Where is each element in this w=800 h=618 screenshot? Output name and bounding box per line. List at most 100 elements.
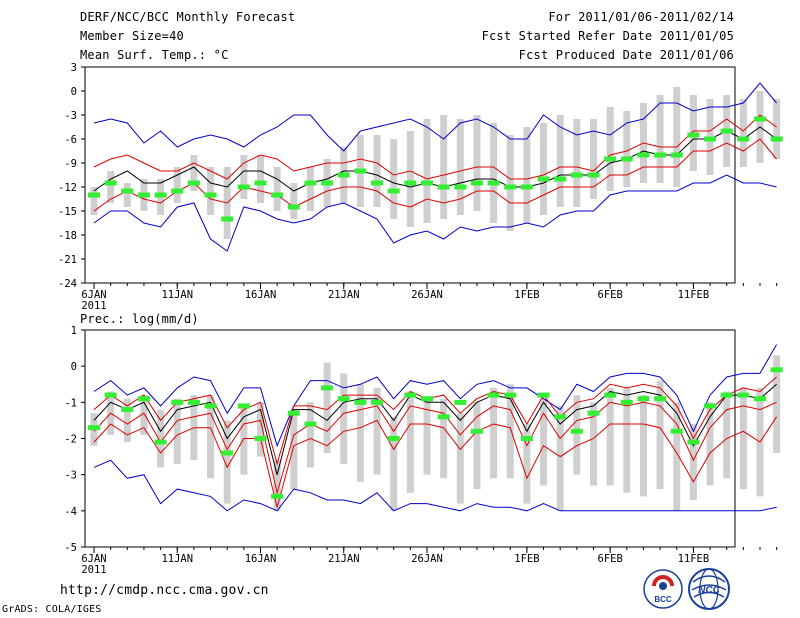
temperature-ytick-label: -24 (58, 278, 77, 290)
precipitation-obs-marker (720, 392, 733, 398)
precipitation-xtick-label: 21JAN (328, 553, 360, 565)
temperature-ytick-label: -21 (58, 254, 77, 266)
temperature-obs-marker (637, 152, 650, 158)
precipitation-obs-marker (454, 399, 467, 405)
precipitation-spread-bar (390, 416, 398, 511)
temperature-ytick-label: 0 (71, 86, 77, 98)
temperature-spread-bar (306, 167, 314, 211)
temperature-obs-marker (620, 156, 633, 162)
precipitation-xtick-year-label: 2011 (81, 564, 106, 576)
precipitation-spread-bar (123, 398, 131, 443)
temperature-spread-bar (540, 123, 548, 215)
temperature-obs-marker (271, 192, 284, 198)
precipitation-obs-marker (304, 421, 317, 427)
fcst-produced-date: Fcst Produced Date 2011/01/06 (518, 48, 734, 62)
temperature-obs-marker (587, 172, 600, 178)
temperature-xtick-year-label: 2011 (81, 300, 106, 312)
temperature-obs-marker (104, 180, 117, 186)
precipitation-obs-marker (337, 396, 350, 402)
variable-label-precipitation: Prec.: log(mm/d) (80, 312, 199, 326)
temperature-obs-marker (371, 180, 384, 186)
precipitation-spread-bar (273, 460, 281, 511)
temperature-obs-marker (437, 184, 450, 190)
precipitation-spread-bar (656, 380, 664, 490)
temperature-spread-bar (190, 155, 198, 191)
precipitation-spread-bar (706, 402, 714, 486)
precipitation-spread-bar (323, 362, 331, 453)
precipitation-obs-marker (387, 436, 400, 441)
temperature-xtick-label: 6FEB (598, 289, 623, 301)
precipitation-spread-bar (406, 391, 414, 493)
forecast-range: For 2011/01/06-2011/02/14 (548, 10, 734, 24)
temperature-obs-marker (204, 192, 217, 198)
temperature-series-max-line (93, 82, 777, 152)
temperature-obs-marker (321, 180, 334, 186)
ncc-logo: NCC (688, 568, 730, 610)
temperature-spread-bar (590, 119, 597, 199)
temperature-obs-marker (470, 180, 483, 186)
precipitation-spread-bar (523, 424, 531, 504)
temperature-obs-marker (171, 188, 184, 194)
temperature-xtick-label: 26JAN (411, 289, 443, 301)
precipitation-xtick-label: 11JAN (161, 553, 193, 565)
precipitation-obs-marker (487, 392, 500, 398)
precipitation-ytick-label: -1 (64, 397, 77, 409)
temperature-spread-bar (90, 187, 98, 215)
bcc-logo-text: BCC (654, 595, 672, 604)
temperature-spread-bar (207, 167, 215, 215)
temperature-spread-bar (390, 139, 398, 219)
temperature-spread-bar (290, 183, 298, 219)
temperature-spread-bar (739, 99, 747, 167)
precipitation-spread-bar (723, 391, 731, 479)
temperature-xtick-label: 1FEB (514, 289, 539, 301)
precipitation-spread-bar (506, 384, 514, 479)
precipitation-obs-marker (321, 385, 334, 391)
temperature-obs-marker (720, 128, 733, 134)
precipitation-obs-marker (137, 396, 150, 402)
precipitation-ytick-label: -2 (64, 434, 77, 446)
temperature-ytick-label: -3 (64, 110, 77, 122)
source-url[interactable]: http://cmdp.ncc.cma.gov.cn (60, 583, 269, 598)
precipitation-obs-marker (654, 396, 667, 402)
precipitation-obs-marker (287, 410, 300, 416)
precipitation-xtick-label: 6FEB (598, 553, 623, 565)
precipitation-spread-bar (673, 402, 681, 511)
precipitation-spread-bar (157, 409, 165, 468)
precipitation-spread-bar (490, 387, 498, 479)
temperature-obs-marker (121, 188, 134, 194)
temperature-spread-bar (573, 119, 581, 207)
precipitation-obs-marker (470, 428, 483, 434)
temperature-spread-bar (606, 107, 614, 191)
precipitation-spread-bar (223, 420, 231, 504)
precipitation-obs-marker (620, 399, 633, 405)
precipitation-spread-bar (623, 387, 631, 493)
temperature-spread-bar (257, 155, 264, 203)
temperature-series-min-line (93, 174, 777, 252)
temperature-xtick-label: 11JAN (161, 289, 193, 301)
temperature-obs-marker (754, 116, 766, 122)
precipitation-series-max-line (93, 344, 778, 448)
temperature-obs-marker (187, 180, 200, 186)
precipitation-spread-bar (689, 424, 697, 500)
temperature-obs-marker (604, 156, 617, 162)
temperature-xtick-label: 11FEB (678, 289, 710, 301)
precipitation-ytick-label: 1 (71, 325, 77, 337)
precipitation-xtick-label: 26JAN (411, 553, 443, 565)
precipitation-spread-bar (340, 373, 348, 464)
precipitation-obs-marker (204, 403, 217, 409)
precipitation-spread-bar (356, 384, 364, 482)
member-size: Member Size=40 (80, 29, 184, 43)
precipitation-obs-marker (587, 410, 600, 416)
precipitation-obs-marker (520, 436, 533, 441)
temperature-obs-marker (537, 176, 550, 182)
precipitation-obs-marker (737, 392, 750, 398)
precipitation-series-lower-line (93, 401, 777, 495)
precipitation-spread-bar (290, 409, 298, 490)
temperature-spread-bar (173, 167, 181, 203)
temperature-spread-bar (656, 95, 664, 183)
temperature-obs-marker (454, 184, 467, 190)
precipitation-series-upper-line (93, 376, 777, 466)
temperature-spread-bar (440, 115, 448, 219)
temperature-obs-marker (154, 192, 167, 198)
precipitation-ytick-label: -3 (64, 470, 77, 482)
